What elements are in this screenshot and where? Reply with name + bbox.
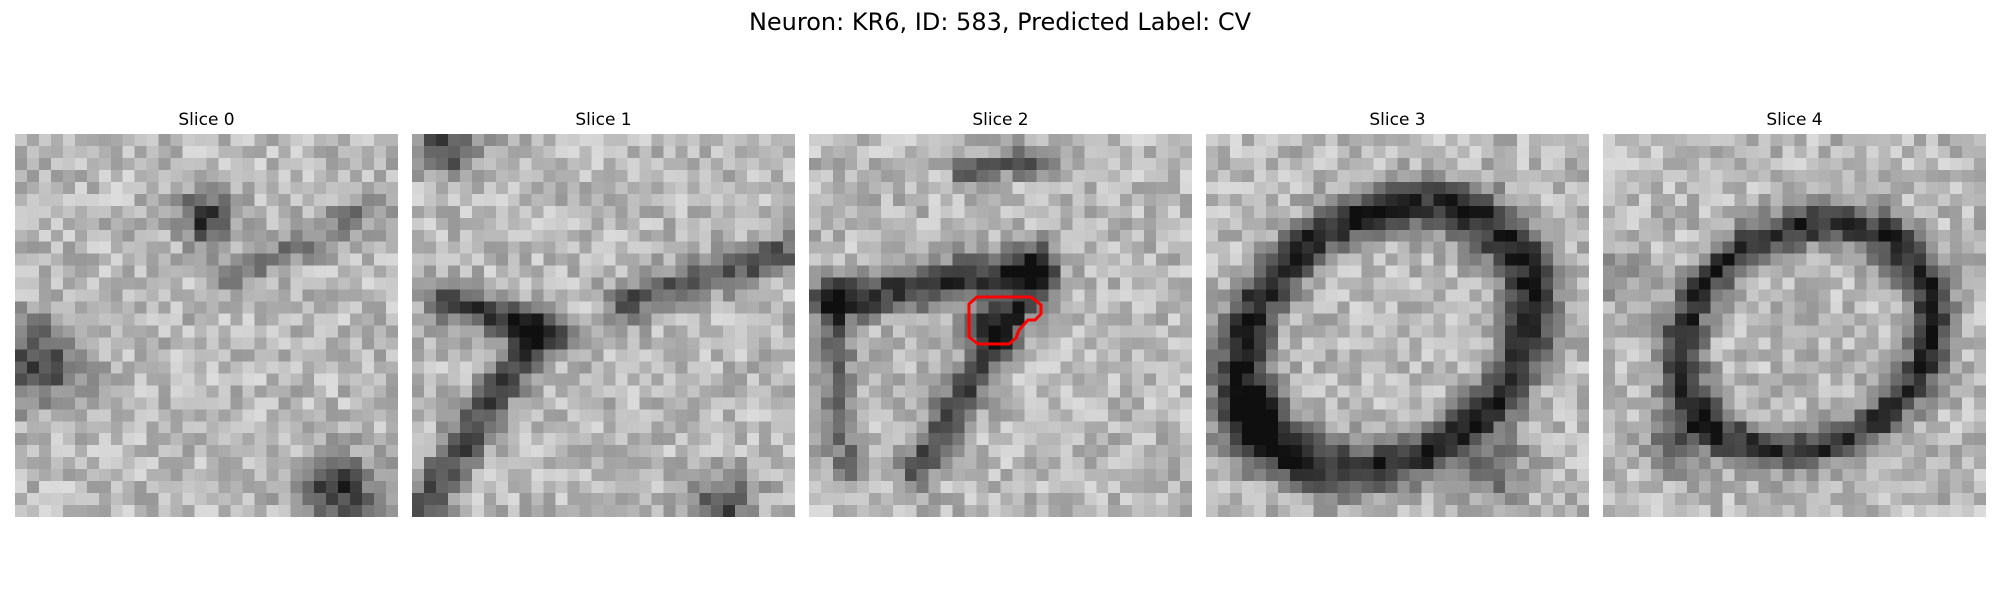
slice-3-title: Slice 3 <box>1369 110 1426 130</box>
slice-0-image <box>15 134 398 517</box>
slice-3-canvas <box>1206 134 1589 517</box>
slice-2-canvas <box>809 134 1192 517</box>
slice-4-canvas <box>1603 134 1986 517</box>
slice-3-image <box>1206 134 1589 517</box>
slice-0-canvas <box>15 134 398 517</box>
slice-1-image <box>412 134 795 517</box>
figure-title: Neuron: KR6, ID: 583, Predicted Label: C… <box>748 8 1252 36</box>
slice-2-image <box>809 134 1192 517</box>
slice-4-image <box>1603 134 1986 517</box>
slice-1-title: Slice 1 <box>575 110 632 130</box>
slice-2-title: Slice 2 <box>972 110 1029 130</box>
slice-1-canvas <box>412 134 795 517</box>
slice-0-title: Slice 0 <box>178 110 235 130</box>
slice-4-title: Slice 4 <box>1766 110 1823 130</box>
mask-outline <box>967 295 1043 346</box>
